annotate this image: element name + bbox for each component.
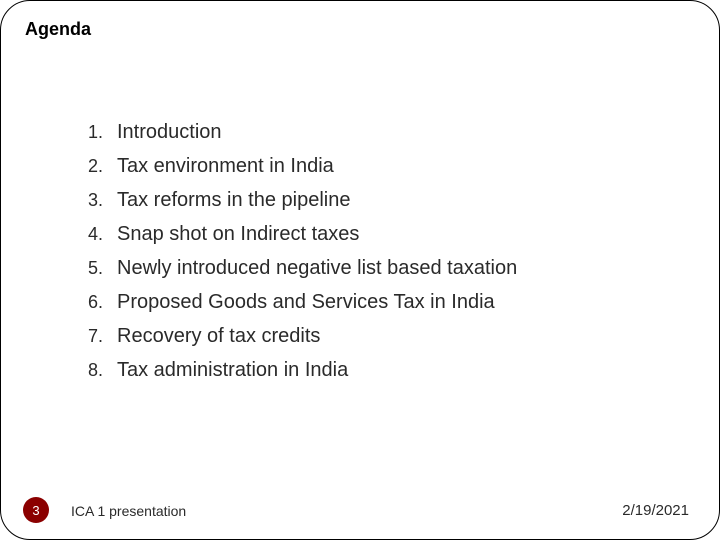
agenda-list: 1. Introduction 2. Tax environment in In… xyxy=(77,121,517,393)
footer-date: 2/19/2021 xyxy=(622,502,689,519)
item-number: 4. xyxy=(77,224,103,245)
list-item: 8. Tax administration in India xyxy=(77,359,517,382)
item-number: 8. xyxy=(77,360,103,381)
presentation-slide: Agenda 1. Introduction 2. Tax environmen… xyxy=(0,0,720,540)
item-label: Introduction xyxy=(117,121,517,144)
list-item: 6. Proposed Goods and Services Tax in In… xyxy=(77,291,517,314)
item-number: 6. xyxy=(77,292,103,313)
page-number-badge: 3 xyxy=(23,497,49,523)
list-item: 1. Introduction xyxy=(77,121,517,144)
item-label: Proposed Goods and Services Tax in India xyxy=(117,291,517,314)
list-item: 2. Tax environment in India xyxy=(77,155,517,178)
item-number: 5. xyxy=(77,258,103,279)
list-item: 3. Tax reforms in the pipeline xyxy=(77,189,517,212)
list-item: 7. Recovery of tax credits xyxy=(77,325,517,348)
item-label: Recovery of tax credits xyxy=(117,325,517,348)
footer-presentation-name: ICA 1 presentation xyxy=(71,503,186,519)
item-number: 1. xyxy=(77,122,103,143)
item-number: 3. xyxy=(77,190,103,211)
list-item: 5. Newly introduced negative list based … xyxy=(77,257,517,280)
item-label: Tax administration in India xyxy=(117,359,517,382)
item-label: Tax reforms in the pipeline xyxy=(117,189,517,212)
item-label: Tax environment in India xyxy=(117,155,517,178)
item-label: Snap shot on Indirect taxes xyxy=(117,223,517,246)
item-number: 2. xyxy=(77,156,103,177)
list-item: 4. Snap shot on Indirect taxes xyxy=(77,223,517,246)
item-label: Newly introduced negative list based tax… xyxy=(117,257,517,280)
slide-title: Agenda xyxy=(25,19,91,40)
item-number: 7. xyxy=(77,326,103,347)
